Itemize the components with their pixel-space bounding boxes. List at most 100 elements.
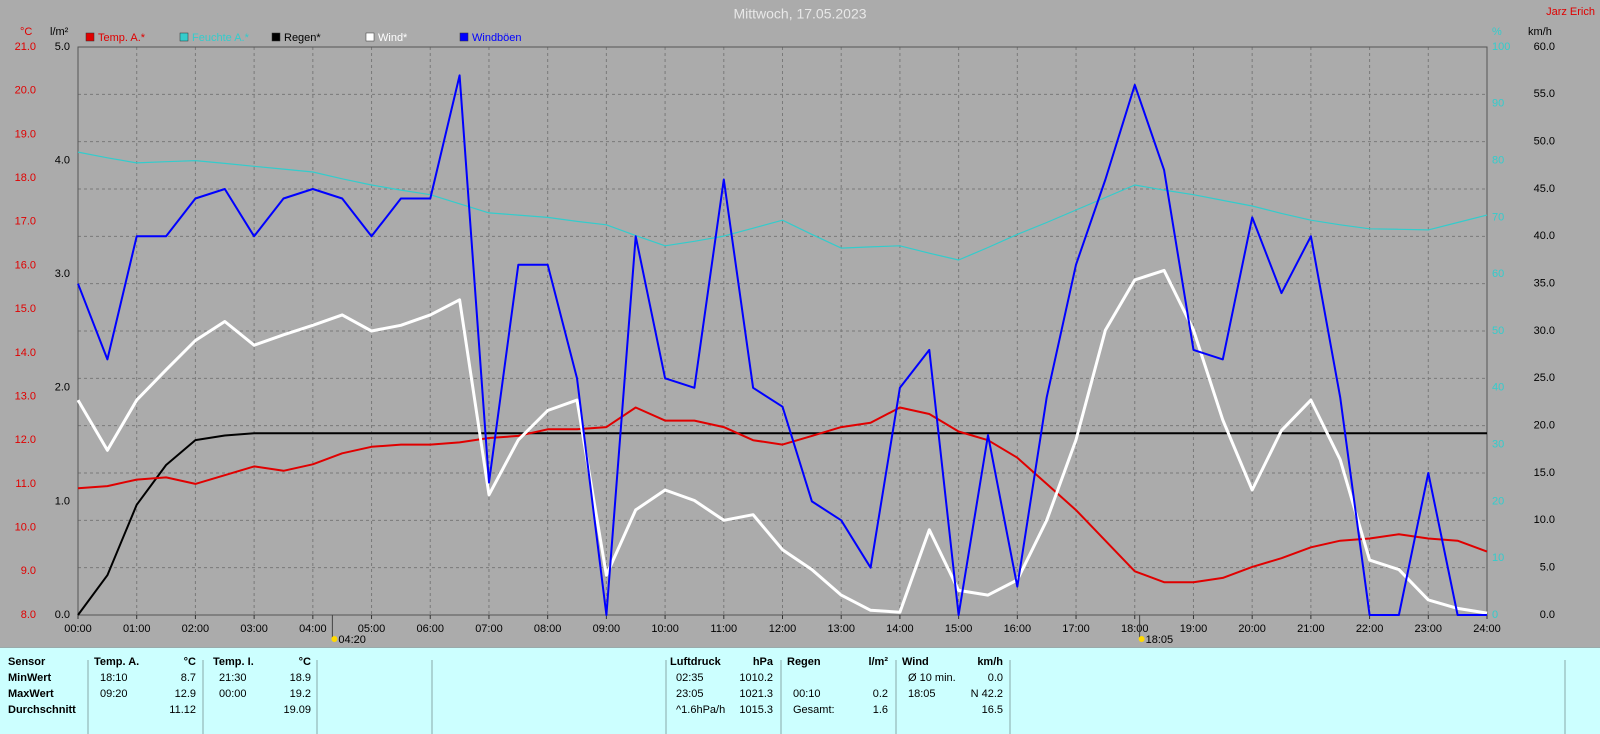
panel-cell: 1010.2 — [739, 672, 773, 684]
y-tick-label: 30.0 — [1534, 325, 1555, 337]
series-line — [77, 406, 1488, 584]
legend-swatch — [365, 32, 375, 42]
y-tick-label: 20.0 — [15, 85, 36, 97]
x-tick-label: 21:00 — [1297, 623, 1325, 635]
x-tick-label: 02:00 — [182, 623, 210, 635]
panel-cell: 12.9 — [175, 688, 196, 700]
x-tick-label: 05:00 — [358, 623, 386, 635]
y-tick-label: 55.0 — [1534, 88, 1555, 100]
y-tick-label: 100 — [1492, 41, 1510, 53]
x-tick-label: 19:00 — [1180, 623, 1208, 635]
x-tick-label: 04:00 — [299, 623, 327, 635]
panel-header: hPa — [753, 656, 774, 668]
y-tick-label: 0.0 — [55, 609, 70, 621]
panel-cell: 11.12 — [169, 704, 196, 716]
y-tick-label: 19.0 — [15, 128, 36, 140]
y-tick-label: 16.0 — [15, 259, 36, 271]
series-line — [76, 268, 1488, 615]
series-line — [77, 432, 1487, 616]
unit-y3: % — [1492, 26, 1502, 38]
panel-cell: 16.5 — [982, 704, 1003, 716]
y-tick-label: 17.0 — [15, 216, 36, 228]
x-tick-label: 01:00 — [123, 623, 151, 635]
x-tick-label: 24:00 — [1473, 623, 1501, 635]
x-tick-label: 13:00 — [827, 623, 855, 635]
y-tick-label: 20 — [1492, 495, 1504, 507]
panel-cell: 18.9 — [290, 672, 311, 684]
panel-cell: 0.2 — [873, 688, 888, 700]
x-tick-label: 20:00 — [1238, 623, 1266, 635]
panel-header: °C — [299, 656, 311, 668]
y-tick-label: 13.0 — [15, 390, 36, 402]
y-tick-label: 15.0 — [1534, 467, 1555, 479]
x-tick-label: 07:00 — [475, 623, 503, 635]
legend-label: Windböen — [472, 32, 522, 44]
x-tick-label: 09:00 — [593, 623, 621, 635]
y-tick-label: 18.0 — [15, 172, 36, 184]
panel-cell: 1015.3 — [739, 704, 773, 716]
y-tick-label: 9.0 — [21, 565, 36, 577]
series-line — [77, 74, 1487, 616]
y-tick-label: 12.0 — [15, 434, 36, 446]
y-tick-label: 10 — [1492, 552, 1504, 564]
panel-cell: N 42.2 — [971, 688, 1003, 700]
y-tick-label: 10.0 — [1534, 514, 1555, 526]
panel-cell: MinWert — [8, 672, 52, 684]
legend-label: Regen* — [284, 32, 321, 44]
x-tick-label: 14:00 — [886, 623, 914, 635]
legend-swatch — [459, 32, 469, 42]
unit-y2: l/m² — [50, 26, 69, 38]
y-tick-label: 11.0 — [15, 478, 36, 490]
panel-cell: 18:10 — [100, 672, 128, 684]
panel-cell: 19.09 — [283, 704, 311, 716]
y-tick-label: 1.0 — [55, 495, 70, 507]
panel-cell: 09:20 — [100, 688, 128, 700]
panel-cell: 1.6 — [873, 704, 888, 716]
panel-header: Luftdruck — [670, 656, 722, 668]
y-tick-label: 80 — [1492, 155, 1504, 167]
sun-label: 18:05 — [1146, 634, 1174, 646]
panel-top — [0, 648, 1600, 660]
x-tick-label: 11:00 — [710, 623, 737, 635]
y-tick-label: 10.0 — [15, 522, 36, 534]
y-tick-label: 60 — [1492, 268, 1504, 280]
x-tick-label: 00:00 — [64, 623, 92, 635]
y-tick-label: 35.0 — [1534, 278, 1555, 290]
y-tick-label: 90 — [1492, 98, 1504, 110]
panel-cell: Durchschnitt — [8, 704, 76, 716]
y-tick-label: 40.0 — [1534, 230, 1555, 242]
background — [0, 0, 1600, 660]
panel-cell: MaxWert — [8, 688, 54, 700]
x-tick-label: 17:00 — [1062, 623, 1090, 635]
y-tick-label: 5.0 — [55, 41, 70, 53]
y-tick-label: 5.0 — [1540, 562, 1555, 574]
y-tick-label: 40 — [1492, 382, 1504, 394]
legend-label: Temp. A.* — [98, 32, 146, 44]
panel-cell: 23:05 — [676, 688, 704, 700]
y-tick-label: 30 — [1492, 439, 1504, 451]
y-tick-label: 4.0 — [55, 155, 70, 167]
panel-cell: Gesamt: — [793, 704, 835, 716]
y-tick-label: 0.0 — [1540, 609, 1555, 621]
y-tick-label: 25.0 — [1534, 372, 1555, 384]
panel-cell: 00:00 — [219, 688, 247, 700]
panel-header: Regen — [787, 656, 821, 668]
y-tick-label: 3.0 — [55, 268, 70, 280]
legend-swatch — [271, 32, 281, 42]
panel-cell: 21:30 — [219, 672, 247, 684]
sun-label: 04:20 — [338, 634, 366, 646]
y-tick-label: 2.0 — [55, 382, 70, 394]
panel-cell: 02:35 — [676, 672, 704, 684]
x-tick-label: 06:00 — [416, 623, 444, 635]
x-tick-label: 22:00 — [1356, 623, 1384, 635]
legend-label: Wind* — [378, 32, 408, 44]
series-line — [77, 151, 1488, 261]
y-tick-label: 70 — [1492, 211, 1504, 223]
y-tick-label: 20.0 — [1534, 420, 1555, 432]
panel-header: Temp. A. — [94, 656, 139, 668]
unit-y: °C — [20, 26, 32, 38]
y-tick-label: 45.0 — [1534, 183, 1555, 195]
y-tick-label: 0 — [1492, 609, 1498, 621]
y-tick-label: 50.0 — [1534, 136, 1555, 148]
